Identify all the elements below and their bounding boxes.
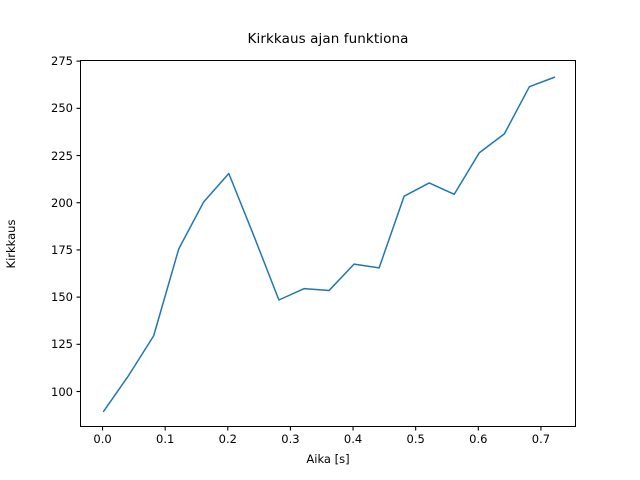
chart-title: Kirkkaus ajan funktiona — [247, 31, 409, 47]
data-line-chart — [102, 76, 556, 413]
series-line-kirkkaus — [102, 76, 556, 413]
x-axis-tick-label: 0.7 — [531, 432, 551, 446]
x-axis-tick-label: 0.2 — [218, 432, 237, 446]
y-axis-tick-labels: 100 125 150 175 200 225 250 275 — [32, 54, 73, 427]
y-axis-tick-label: 175 — [51, 242, 73, 257]
x-axis-tick-label: 0.6 — [469, 432, 488, 446]
y-axis-tick-label: 225 — [51, 148, 73, 163]
y-axis-label: Kirkkaus — [4, 219, 18, 268]
y-axis-tick-label: 275 — [51, 54, 73, 69]
x-axis-tick-labels: 0.0 0.1 0.2 0.3 0.4 0.5 0.6 0.7 — [80, 432, 576, 448]
x-axis-tick-label: 0.0 — [93, 432, 112, 446]
x-axis-tick-label: 0.4 — [343, 432, 363, 446]
plot-area — [80, 60, 576, 427]
x-axis-label: Aika [s] — [306, 452, 350, 466]
y-axis-tick-label: 150 — [51, 290, 73, 305]
y-axis-tick-label: 100 — [51, 384, 73, 399]
y-axis-tick-label: 125 — [51, 337, 73, 352]
x-axis-tick-label: 0.5 — [406, 432, 425, 446]
y-axis-label-container: Kirkkaus — [0, 60, 22, 427]
x-axis-tick-label: 0.1 — [156, 432, 175, 446]
y-axis-tick-label: 200 — [51, 195, 73, 210]
y-axis-tick-label: 250 — [51, 101, 73, 116]
x-axis-tick-label: 0.3 — [281, 432, 300, 446]
